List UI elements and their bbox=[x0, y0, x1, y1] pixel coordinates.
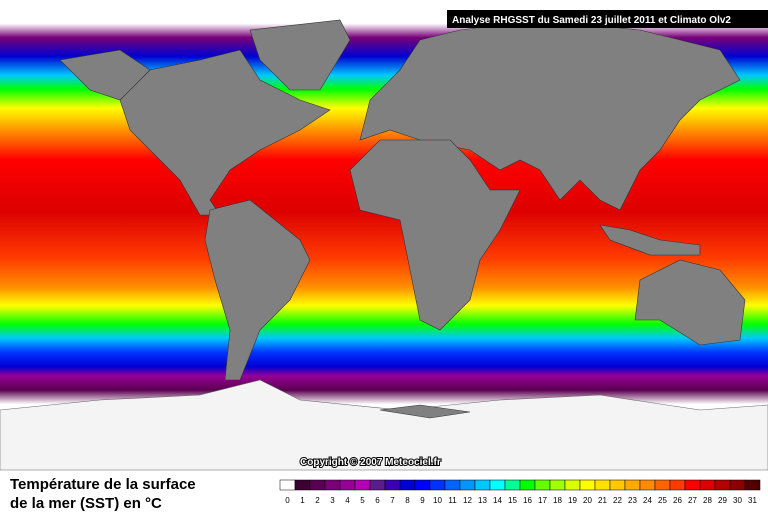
color-swatch bbox=[504, 479, 521, 491]
color-swatch bbox=[369, 479, 386, 491]
color-swatch bbox=[579, 479, 596, 491]
legend-title: Température de la surface bbox=[10, 476, 196, 493]
color-swatch bbox=[564, 479, 581, 491]
color-label: 26 bbox=[673, 496, 682, 505]
color-swatch bbox=[714, 479, 731, 491]
color-label: 12 bbox=[463, 496, 472, 505]
color-label: 2 bbox=[315, 496, 320, 505]
color-label: 14 bbox=[493, 496, 502, 505]
north-america bbox=[119, 49, 331, 216]
color-label: 7 bbox=[390, 496, 395, 505]
color-bar: 0 1 2 3 4 5 6 7 8 9 10 11 12 13 14 15 16 17 18 19 20 21 22 23 24… bbox=[279, 479, 761, 505]
color-swatch bbox=[729, 479, 746, 491]
australia bbox=[634, 259, 746, 346]
color-label: 17 bbox=[538, 496, 547, 505]
eurasia bbox=[359, 19, 741, 211]
color-swatch bbox=[429, 479, 446, 491]
color-label: 9 bbox=[420, 496, 425, 505]
legend-title: de la mer (SST) en °C bbox=[10, 495, 162, 512]
color-label: 18 bbox=[553, 496, 562, 505]
color-swatch bbox=[474, 479, 491, 491]
color-label: 6 bbox=[375, 496, 380, 505]
color-swatch bbox=[414, 479, 431, 491]
color-swatch bbox=[594, 479, 611, 491]
greenland bbox=[249, 19, 351, 91]
copyright: Copyright © 2007 Meteociel.fr bbox=[300, 457, 441, 468]
color-label: 24 bbox=[643, 496, 652, 505]
color-swatch bbox=[699, 479, 716, 491]
color-label: 27 bbox=[688, 496, 697, 505]
color-label: 3 bbox=[330, 496, 335, 505]
color-label: 23 bbox=[628, 496, 637, 505]
color-label: 22 bbox=[613, 496, 622, 505]
color-swatch bbox=[279, 479, 296, 491]
color-swatch bbox=[519, 479, 536, 491]
indonesia bbox=[599, 224, 701, 256]
color-swatch bbox=[669, 479, 686, 491]
color-label: 19 bbox=[568, 496, 577, 505]
color-label: 20 bbox=[583, 496, 592, 505]
color-label: 30 bbox=[733, 496, 742, 505]
color-swatch bbox=[324, 479, 341, 491]
color-swatch bbox=[444, 479, 461, 491]
color-label: 31 bbox=[748, 496, 757, 505]
color-swatch bbox=[384, 479, 401, 491]
color-swatch bbox=[609, 479, 626, 491]
color-swatch bbox=[294, 479, 311, 491]
color-swatch bbox=[399, 479, 416, 491]
color-label: 21 bbox=[598, 496, 607, 505]
color-label: 1 bbox=[300, 496, 305, 505]
color-label: 11 bbox=[448, 496, 457, 505]
antarctica bbox=[0, 379, 768, 471]
color-label: 16 bbox=[523, 496, 532, 505]
color-label: 8 bbox=[405, 496, 410, 505]
color-label: 13 bbox=[478, 496, 487, 505]
antarctica-coast bbox=[379, 404, 471, 419]
color-swatch bbox=[354, 479, 371, 491]
color-label: 5 bbox=[360, 496, 365, 505]
title-box bbox=[447, 10, 768, 28]
color-label: 25 bbox=[658, 496, 667, 505]
map: Analyse RHGSST du Samedi 23 juillet 2011… bbox=[0, 0, 768, 471]
color-swatch bbox=[459, 479, 476, 491]
color-label: 0 bbox=[285, 496, 290, 505]
color-swatch bbox=[534, 479, 551, 491]
color-label: 15 bbox=[508, 496, 517, 505]
color-swatch bbox=[744, 479, 761, 491]
color-swatch bbox=[339, 479, 356, 491]
title: Analyse RHGSST du Samedi 23 juillet 2011… bbox=[452, 15, 731, 26]
color-swatch bbox=[654, 479, 671, 491]
africa bbox=[349, 139, 521, 331]
color-swatch bbox=[684, 479, 701, 491]
color-swatch bbox=[624, 479, 641, 491]
color-label: 29 bbox=[718, 496, 727, 505]
color-swatch bbox=[549, 479, 566, 491]
south-america bbox=[204, 199, 311, 381]
color-label: 28 bbox=[703, 496, 712, 505]
color-swatch bbox=[639, 479, 656, 491]
color-swatch bbox=[489, 479, 506, 491]
color-label: 10 bbox=[433, 496, 442, 505]
color-label: 4 bbox=[345, 496, 350, 505]
alaska bbox=[59, 49, 151, 101]
color-swatch bbox=[309, 479, 326, 491]
